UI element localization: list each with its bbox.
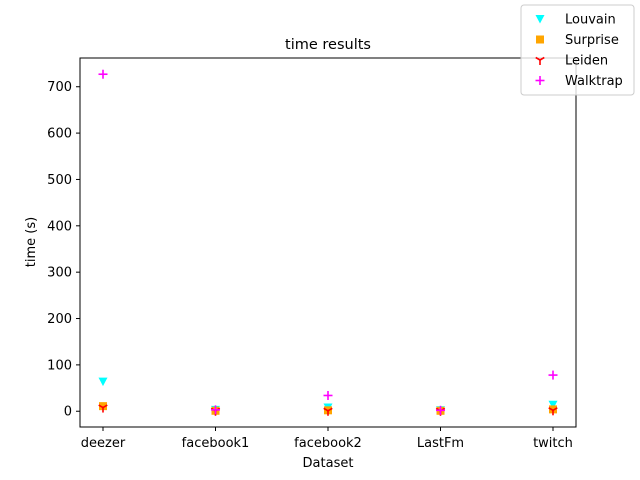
y-tick-label: 700 — [47, 80, 72, 95]
x-tick-label: LastFm — [417, 436, 464, 451]
point-leiden — [548, 407, 558, 416]
point-louvain — [548, 400, 558, 410]
point-walktrap — [211, 405, 220, 415]
x-axis-label: Dataset — [303, 456, 354, 471]
point-walktrap — [548, 370, 558, 380]
y-tick-label: 100 — [47, 358, 72, 373]
chart-title: time results — [285, 37, 371, 53]
point-walktrap — [98, 69, 108, 79]
plot-area: 0 100 200 300 400 500 600 700 deezer facebook1 fac… — [47, 57, 577, 451]
point-leiden — [323, 407, 333, 416]
point-surprise — [549, 405, 557, 414]
point-leiden — [98, 404, 108, 413]
legend-label-surprise: Surprise — [565, 33, 619, 48]
x-tick-label: twitch — [533, 436, 573, 451]
x-tick-label: facebook1 — [182, 436, 250, 451]
point-surprise — [99, 402, 107, 411]
point-walktrap — [436, 405, 445, 415]
point-louvain — [98, 377, 108, 387]
legend-label-leiden: Leiden — [565, 54, 608, 69]
y-tick-label: 0 — [64, 405, 72, 420]
point-walktrap — [323, 390, 333, 400]
legend-marker-walktrap — [535, 76, 545, 85]
y-tick-label: 500 — [47, 173, 72, 188]
y-tick-label: 300 — [47, 266, 72, 281]
y-tick-label: 400 — [47, 219, 72, 234]
x-tick-label: deezer — [81, 436, 126, 451]
legend-marker-louvain — [535, 15, 545, 24]
y-tick-label: 200 — [47, 312, 72, 327]
legend-marker-leiden — [535, 56, 545, 65]
x-tick-label: facebook2 — [294, 436, 362, 451]
legend-marker-surprise — [536, 35, 544, 44]
legend-frame — [520, 4, 635, 96]
y-axis-label: time (s) — [24, 217, 39, 267]
y-tick-label: 600 — [47, 127, 72, 142]
legend-label-walktrap: Walktrap — [565, 74, 623, 89]
legend: Louvain Surprise Leiden Walktrap — [520, 4, 635, 96]
legend-label-louvain: Louvain — [565, 13, 616, 28]
